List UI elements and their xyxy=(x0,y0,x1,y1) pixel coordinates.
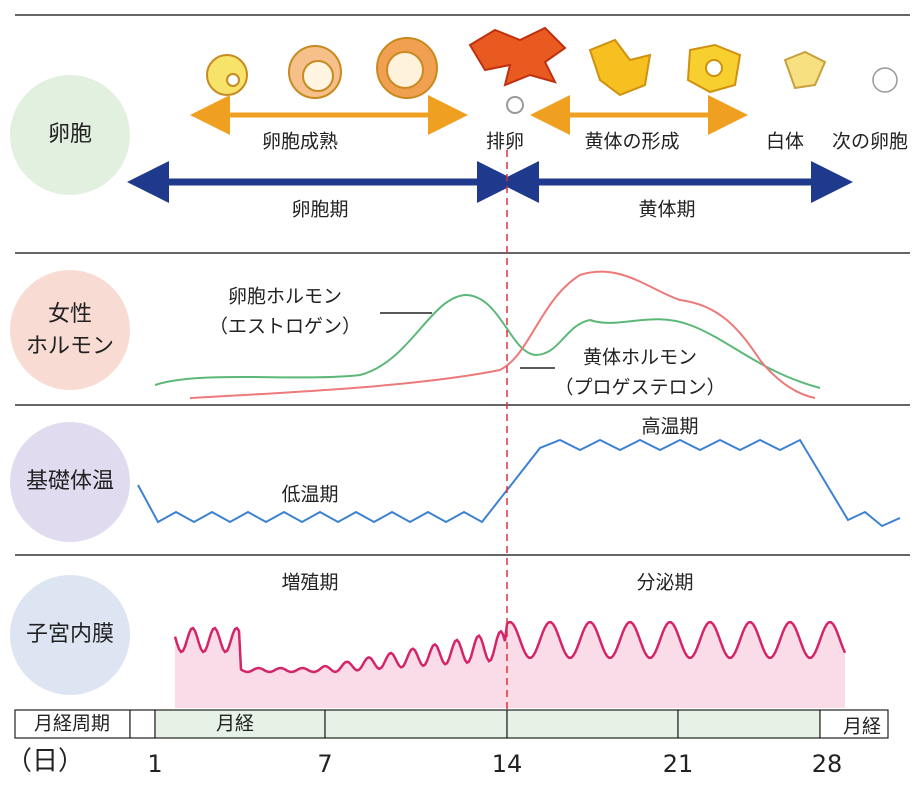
label: 卵胞成熟 xyxy=(262,131,338,153)
estrogen-curve xyxy=(154,293,821,389)
row-label: 子宮内膜 xyxy=(26,622,114,647)
timeline xyxy=(14,709,889,739)
label: 排卵 xyxy=(486,131,524,153)
day-label: 21 xyxy=(663,750,694,778)
label: 黄体ホルモン xyxy=(583,347,697,369)
label: 白体 xyxy=(766,131,804,153)
label: 低温期 xyxy=(281,484,338,506)
row-circles xyxy=(10,75,130,695)
follicle-icons xyxy=(206,26,898,114)
row-label: 女性 xyxy=(48,302,92,327)
row-label: 卵胞 xyxy=(48,122,92,147)
label: 卵胞期 xyxy=(291,199,348,221)
row-label: 基礎体温 xyxy=(26,469,114,494)
temperature-curve xyxy=(137,438,901,528)
day-label: 14 xyxy=(492,750,523,778)
day-label: 28 xyxy=(812,750,843,778)
endometrium-line xyxy=(173,620,847,674)
label: 増殖期 xyxy=(281,572,338,594)
label: 卵胞ホルモン xyxy=(228,286,342,308)
progesterone-curve xyxy=(189,270,816,399)
label: 月経 xyxy=(216,713,254,735)
label: （エストロゲン） xyxy=(209,316,361,338)
label: 高温期 xyxy=(641,416,698,438)
endometrium-fill xyxy=(175,622,845,708)
label: 月経 xyxy=(843,716,881,738)
separators xyxy=(15,14,910,556)
row-label: ホルモン xyxy=(26,334,114,359)
label: 分泌期 xyxy=(636,572,693,594)
label: 黄体の形成 xyxy=(584,131,679,153)
label: 次の卵胞 xyxy=(832,131,908,153)
label: （プロゲステロン） xyxy=(554,377,725,399)
day-label: 1 xyxy=(147,750,162,778)
unit-label: （日） xyxy=(6,747,84,777)
day-label: 7 xyxy=(317,750,332,778)
label: 黄体期 xyxy=(638,199,695,221)
label: 月経周期 xyxy=(34,713,110,735)
